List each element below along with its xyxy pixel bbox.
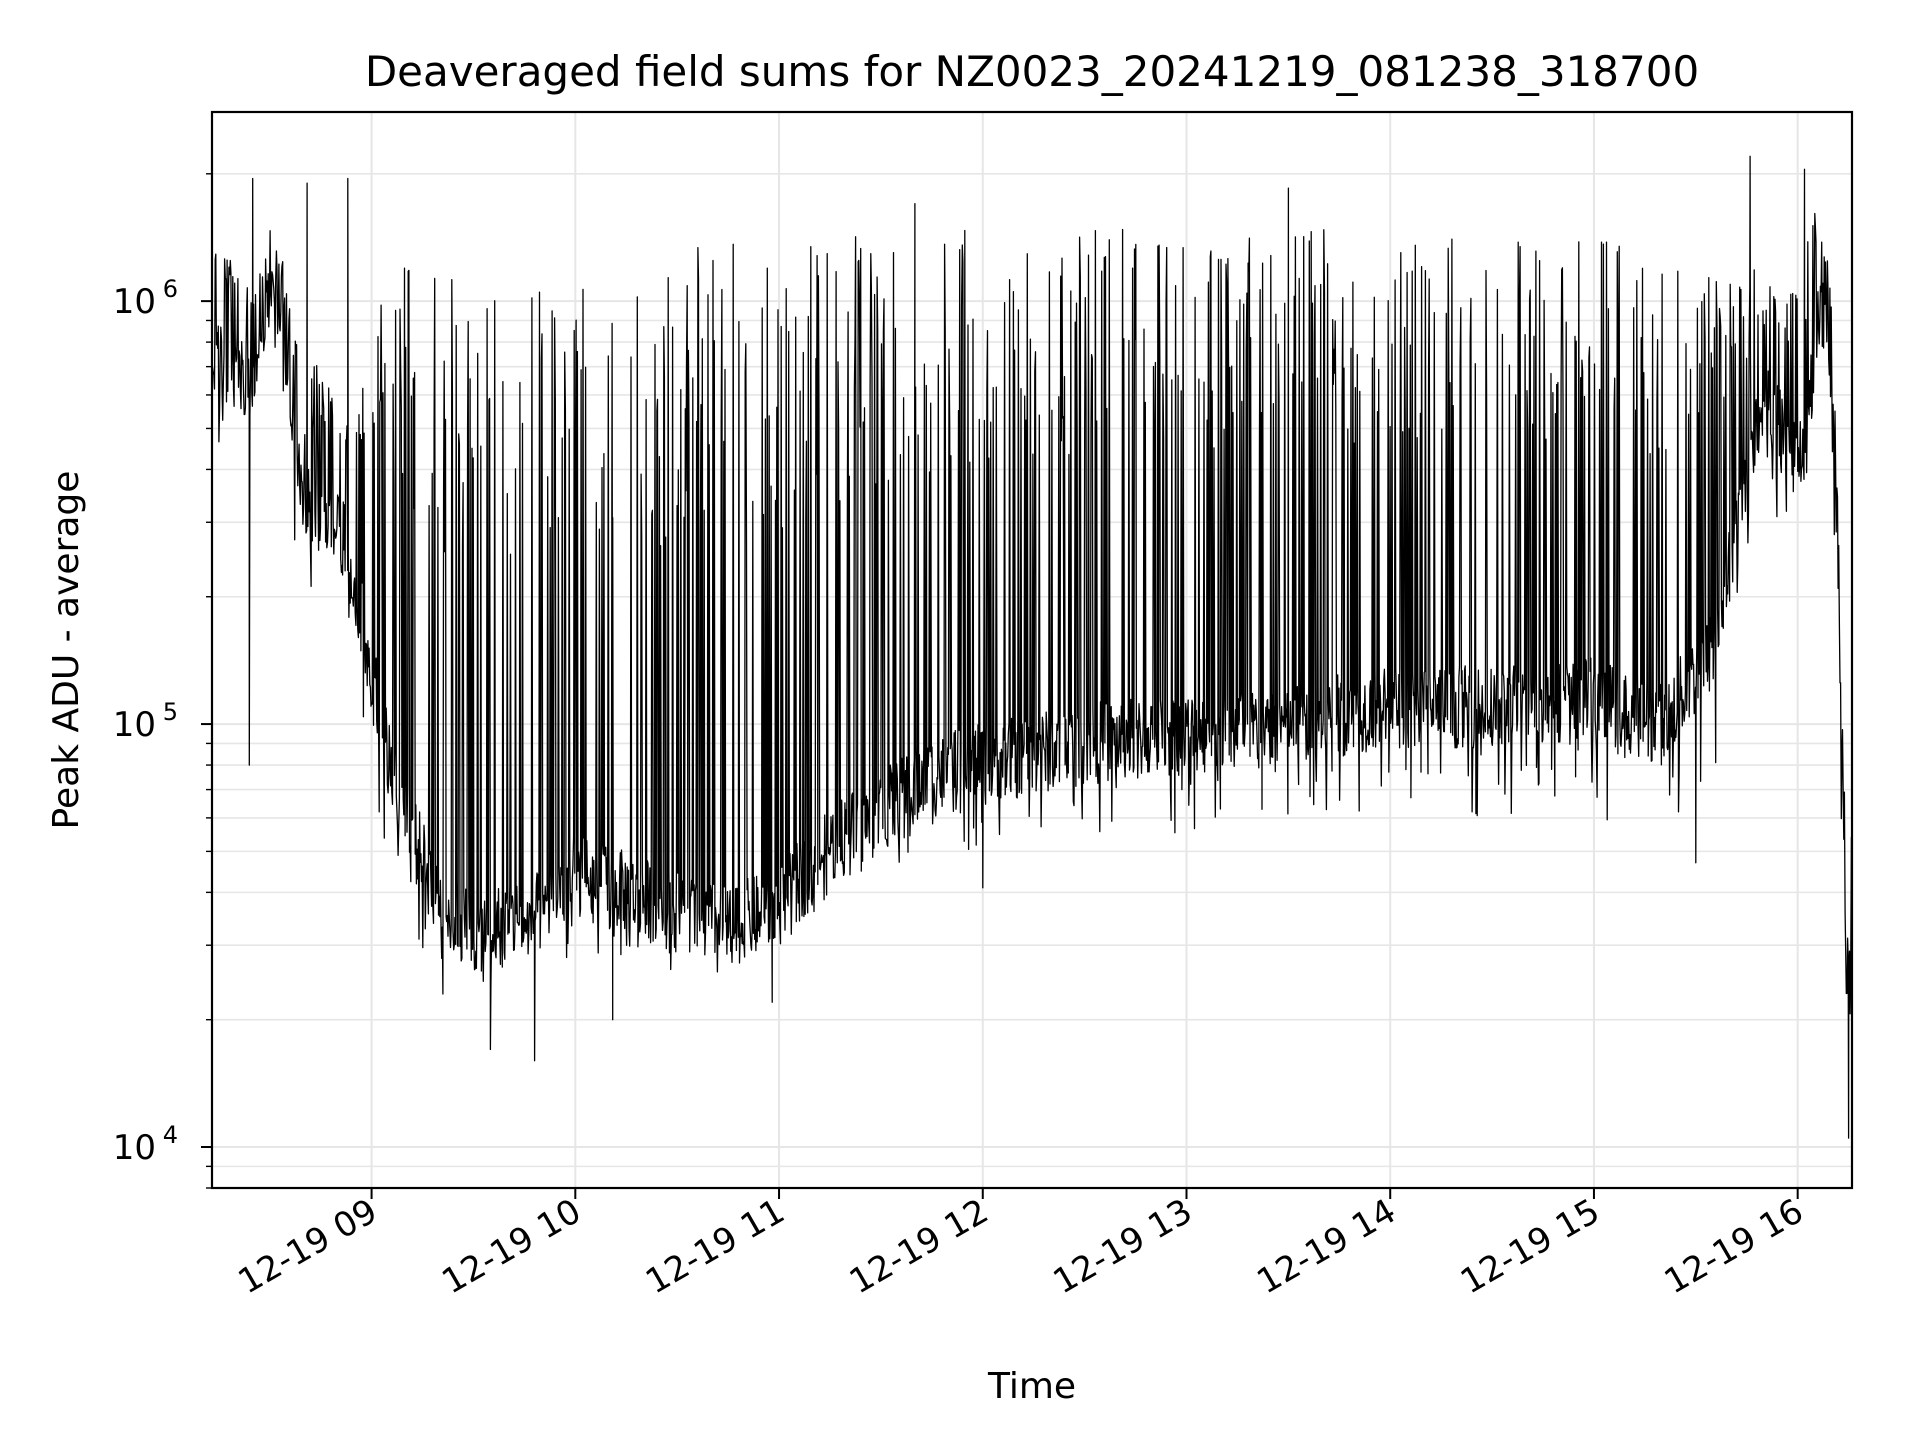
plot-frame — [210, 110, 1854, 1190]
y-axis-label: Peak ADU - average — [46, 471, 87, 830]
y-tick-exponent: 5 — [163, 698, 178, 726]
y-tick-exponent: 6 — [163, 275, 178, 303]
x-axis-label: Time — [987, 1366, 1076, 1407]
y-tick-exponent: 4 — [163, 1121, 178, 1149]
y-tick-label: 10 — [113, 705, 156, 745]
data-layer — [212, 155, 1852, 1139]
series-line — [212, 155, 1852, 1139]
y-tick-label: 10 — [113, 282, 156, 322]
chart-title: Deaveraged field sums for NZ0023_2024121… — [365, 47, 1699, 96]
y-tick-label: 10 — [113, 1128, 156, 1168]
